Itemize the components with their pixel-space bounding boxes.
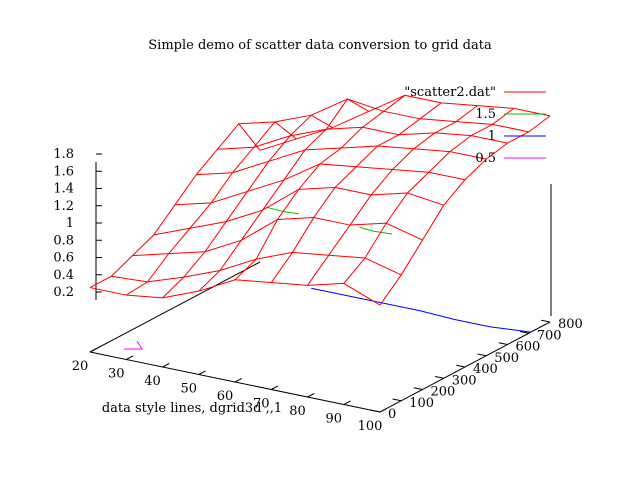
surface-column [379,115,551,306]
x-tick-label: 80 [289,404,306,419]
z-tick-label: 0.4 [53,268,74,283]
y-tick-label: 700 [537,328,562,343]
z-tick-label: 1.4 [53,182,74,197]
contour-level-1 [311,287,531,333]
y-tick-label: 100 [409,396,434,411]
surface-column [307,105,478,286]
legend: "scatter2.dat" 1.5 1 0.5 [404,85,546,166]
x-tick-mark [162,362,170,368]
surface-row [196,145,487,176]
x-tick-mark [343,400,351,405]
surface-row [153,186,444,236]
surface-column [89,123,261,288]
surface-column [343,107,515,284]
y-tick-label: 300 [452,373,477,388]
surface-row [132,217,423,257]
z-tick-label: 0.2 [53,285,74,300]
legend-entry-label: "scatter2.dat" [404,85,496,100]
base-back-left-edge [89,261,261,353]
y-tick-label: 500 [494,351,519,366]
x-tick-label: 100 [358,419,383,434]
y-tick-mark [434,375,444,379]
x-tick-mark [234,377,243,383]
y-tick-mark [541,319,551,323]
x-tick-label: 70 [253,397,270,412]
z-tick-label: 1.6 [53,164,74,179]
y-tick-mark [392,398,402,402]
z-tick-label: 1.2 [53,199,74,214]
surface-column [198,98,370,292]
x-tick-label: 20 [72,359,89,374]
x-tick-mark [126,355,134,360]
y-tick-label: 800 [558,317,583,332]
z-tick-label: 0.6 [53,251,74,266]
x-axis-label: data style lines, dgrid3d ,,1 [102,401,282,416]
x-tick-mark [198,370,206,375]
contour-level-0.5 [124,340,143,350]
x-tick-label: 40 [144,374,161,389]
y-tick-mark [477,353,487,357]
contour-level-1.5 [359,226,393,235]
legend-entry-label: 1 [488,129,496,144]
y-tick-label: 0 [388,407,396,422]
y-tick-label: 400 [473,362,498,377]
surface-mesh [89,94,551,306]
x-tick-label: 50 [180,382,197,397]
surface-column [162,114,333,299]
y-tick-mark [519,330,529,334]
x-tick-label: 90 [325,412,342,427]
x-tick-label: 60 [217,389,234,404]
x-tick-label: 30 [108,367,125,382]
legend-entry-label: 0.5 [475,151,496,166]
z-tick-label: 1 [66,216,74,231]
surface-row [89,279,381,306]
axis-ticks: 0.2 0.4 0.6 0.8 1 1.2 1.4 1.6 1.8 20 30 40 50 60 70 80 9… [53,147,583,434]
x-tick-mark [379,407,388,413]
chart-title: Simple demo of scatter data conversion t… [148,38,492,53]
y-tick-mark [456,364,466,368]
surface-column [270,102,442,283]
legend-entry-label: 1.5 [475,107,496,122]
y-tick-mark [371,409,381,413]
x-tick-mark [307,392,315,398]
surface-column [125,121,297,296]
y-tick-mark [498,342,508,345]
y-tick-label: 600 [516,340,541,355]
x-tick-mark [271,385,279,390]
x-tick-mark [89,347,98,353]
y-tick-mark [413,387,423,390]
contour-lines [124,206,531,350]
z-tick-label: 1.8 [53,147,74,162]
surface-row [174,163,466,206]
z-tick-label: 0.8 [53,233,74,248]
y-tick-label: 200 [431,385,456,400]
surface-column [234,94,406,281]
